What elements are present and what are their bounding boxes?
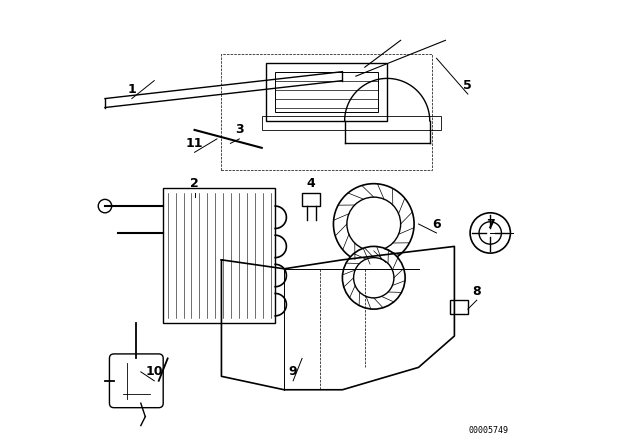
Bar bbox=[163, 188, 275, 323]
Bar bbox=[262, 116, 441, 130]
Bar bbox=[221, 54, 432, 170]
Text: 1: 1 bbox=[127, 83, 136, 96]
Bar bbox=[275, 72, 378, 112]
Circle shape bbox=[347, 197, 401, 251]
Text: 7: 7 bbox=[486, 217, 495, 231]
Text: 9: 9 bbox=[289, 365, 298, 379]
Text: 2: 2 bbox=[190, 177, 199, 190]
Bar bbox=[450, 300, 468, 314]
Text: 00005749: 00005749 bbox=[468, 426, 508, 435]
Text: 5: 5 bbox=[463, 78, 472, 92]
Text: 3: 3 bbox=[235, 123, 244, 137]
Text: 11: 11 bbox=[186, 137, 204, 150]
Circle shape bbox=[353, 258, 394, 298]
FancyBboxPatch shape bbox=[109, 354, 163, 408]
Circle shape bbox=[342, 246, 405, 309]
Text: 8: 8 bbox=[472, 284, 481, 298]
Circle shape bbox=[333, 184, 414, 264]
Circle shape bbox=[479, 222, 502, 244]
Circle shape bbox=[470, 213, 511, 253]
Text: 6: 6 bbox=[432, 217, 441, 231]
Bar bbox=[302, 193, 320, 206]
Bar bbox=[266, 63, 387, 121]
Text: 10: 10 bbox=[145, 365, 163, 379]
Text: 4: 4 bbox=[307, 177, 316, 190]
